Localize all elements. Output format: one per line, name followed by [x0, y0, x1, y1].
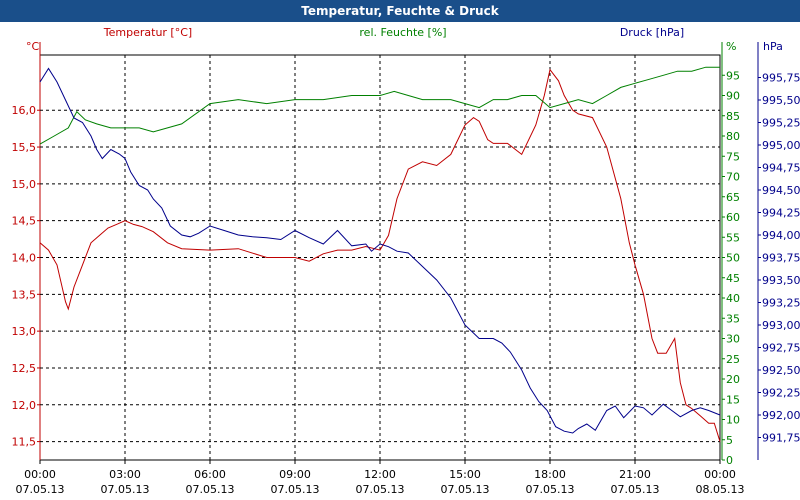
pressure-tick-label: 994,25 — [762, 207, 800, 220]
pressure-tick-label: 995,00 — [762, 139, 800, 152]
temperature-tick-label: 14,0 — [12, 252, 37, 265]
x-tick-date: 07.05.13 — [101, 483, 150, 496]
axis-ticks: 11,5 12,0 12,5 13,0 13,5 14,0 14,5 15,0 15,5 16,0… — [12, 69, 800, 496]
humidity-tick-label: 60 — [726, 211, 740, 224]
humidity-tick-label: 5 — [726, 434, 733, 447]
x-tick-time: 09:00 — [279, 468, 311, 481]
temperature-tick-label: 13,0 — [12, 325, 37, 338]
x-tick-date: 08.05.13 — [696, 483, 745, 496]
pressure-tick-label: 991,75 — [762, 432, 800, 445]
temperature-tick-label: 15,0 — [12, 178, 37, 191]
pressure-tick-label: 995,50 — [762, 94, 800, 107]
x-tick-date: 07.05.13 — [611, 483, 660, 496]
pressure-line — [39, 67, 721, 434]
humidity-tick-label: 70 — [726, 171, 740, 184]
x-tick-time: 12:00 — [364, 468, 396, 481]
pressure-tick-label: 993,00 — [762, 319, 800, 332]
pressure-tick-label: 993,75 — [762, 252, 800, 265]
pressure-tick-label: 993,50 — [762, 274, 800, 287]
pressure-tick-label: 992,75 — [762, 342, 800, 355]
humidity-tick-label: 65 — [726, 191, 740, 204]
x-tick-time: 06:00 — [194, 468, 226, 481]
x-tick-date: 07.05.13 — [356, 483, 405, 496]
pressure-tick-label: 994,75 — [762, 162, 800, 175]
humidity-tick-label: 30 — [726, 333, 740, 346]
x-tick-time: 18:00 — [534, 468, 566, 481]
x-tick-date: 07.05.13 — [186, 483, 235, 496]
humidity-line — [39, 66, 720, 145]
pressure-tick-label: 992,00 — [762, 409, 800, 422]
humidity-tick-label: 55 — [726, 231, 740, 244]
x-tick-time: 00:00 — [24, 468, 56, 481]
humidity-tick-label: 50 — [726, 252, 740, 265]
humidity-tick-label: 95 — [726, 69, 740, 82]
humidity-tick-label: 40 — [726, 292, 740, 305]
temperature-tick-label: 12,5 — [12, 362, 37, 375]
pressure-tick-label: 993,25 — [762, 297, 800, 310]
left-axis-unit: °C — [26, 40, 40, 53]
chart: Temperatur [°C] rel. Feuchte [%] Druck [… — [12, 26, 800, 496]
x-tick-date: 07.05.13 — [441, 483, 490, 496]
legend-pressure: Druck [hPa] — [620, 26, 684, 39]
humidity-tick-label: 75 — [726, 150, 740, 163]
temperature-tick-label: 12,0 — [12, 399, 37, 412]
legend: Temperatur [°C] rel. Feuchte [%] Druck [… — [103, 26, 684, 39]
x-tick-date: 07.05.13 — [526, 483, 575, 496]
humidity-tick-label: 15 — [726, 393, 740, 406]
pressure-tick-label: 994,50 — [762, 184, 800, 197]
temperature-tick-label: 16,0 — [12, 104, 37, 117]
series-lines — [39, 66, 721, 442]
humidity-tick-label: 85 — [726, 110, 740, 123]
x-tick-date: 07.05.13 — [16, 483, 65, 496]
humidity-tick-label: 45 — [726, 272, 740, 285]
pressure-tick-label: 995,75 — [762, 72, 800, 85]
pressure-tick-label: 992,25 — [762, 387, 800, 400]
window-title: Temperatur, Feuchte & Druck — [0, 0, 800, 22]
temperature-line — [39, 68, 721, 442]
x-tick-time: 15:00 — [449, 468, 481, 481]
temperature-tick-label: 14,5 — [12, 215, 37, 228]
legend-humidity: rel. Feuchte [%] — [359, 26, 446, 39]
pressure-tick-label: 994,00 — [762, 229, 800, 242]
temperature-tick-label: 13,5 — [12, 288, 37, 301]
temperature-tick-label: 11,5 — [12, 436, 37, 449]
x-tick-time: 00:00 — [704, 468, 736, 481]
temperature-tick-label: 15,5 — [12, 141, 37, 154]
humidity-axis-unit: % — [726, 40, 736, 53]
x-tick-date: 07.05.13 — [271, 483, 320, 496]
humidity-tick-label: 80 — [726, 130, 740, 143]
humidity-tick-label: 25 — [726, 353, 740, 366]
humidity-tick-label: 0 — [726, 454, 733, 467]
x-tick-time: 03:00 — [109, 468, 141, 481]
legend-temperature: Temperatur [°C] — [103, 26, 192, 39]
x-tick-time: 21:00 — [619, 468, 651, 481]
pressure-axis-unit: hPa — [763, 40, 783, 53]
humidity-tick-label: 90 — [726, 90, 740, 103]
humidity-tick-label: 10 — [726, 414, 740, 427]
pressure-tick-label: 992,50 — [762, 364, 800, 377]
humidity-tick-label: 35 — [726, 312, 740, 325]
pressure-tick-label: 995,25 — [762, 117, 800, 130]
plot-frame — [39, 42, 759, 461]
humidity-tick-label: 20 — [726, 373, 740, 386]
